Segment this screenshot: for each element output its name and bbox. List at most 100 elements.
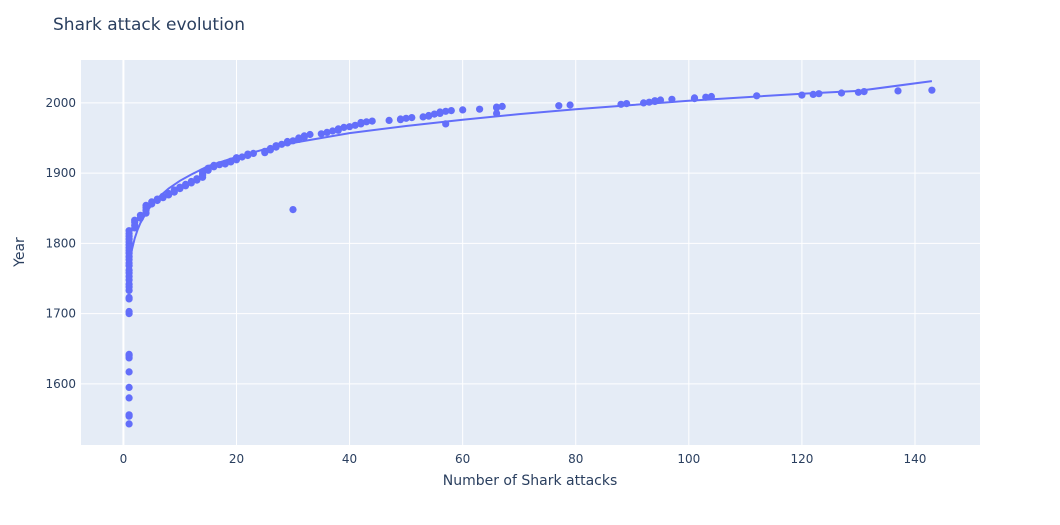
scatter-point	[425, 111, 433, 120]
scatter-point	[498, 102, 506, 110]
scatter-point	[182, 180, 190, 188]
scatter-point	[142, 201, 150, 209]
scatter-point	[837, 89, 846, 97]
x-tick-label: 140	[904, 452, 927, 466]
scatter-point	[476, 105, 484, 113]
scatter-point	[136, 211, 144, 219]
y-tick-label: 1800	[45, 236, 76, 250]
y-axis-label: Year	[12, 237, 28, 268]
scatter-point	[289, 137, 297, 145]
scatter-point	[227, 157, 235, 165]
x-tick-label: 120	[790, 452, 813, 466]
scatter-point	[125, 420, 133, 428]
scatter-points	[125, 86, 936, 428]
scatter-point	[170, 186, 178, 194]
scatter-point	[645, 98, 653, 106]
scatter-point	[249, 149, 257, 157]
scatter-point	[690, 94, 699, 102]
scatter-point	[283, 137, 291, 146]
scatter-point	[928, 86, 936, 94]
scatter-point	[419, 113, 427, 121]
scatter-point	[204, 164, 212, 172]
x-tick-label: 100	[677, 452, 700, 466]
x-tick-label: 60	[455, 452, 470, 466]
x-tick-label: 80	[568, 452, 583, 466]
scatter-point	[402, 114, 410, 122]
scatter-point	[566, 101, 574, 109]
scatter-point	[125, 411, 133, 419]
scatter-point	[125, 383, 133, 391]
scatter-point	[753, 92, 761, 100]
scatter-point	[447, 107, 455, 115]
scatter-point	[187, 177, 195, 186]
scatter-point	[272, 142, 280, 150]
scatter-point	[442, 107, 450, 115]
scatter-point	[436, 108, 444, 116]
scatter-point	[368, 117, 376, 125]
scatter-point	[430, 110, 438, 118]
scatter-point	[317, 130, 325, 138]
scatter-point	[668, 95, 676, 103]
scatter-point	[351, 121, 359, 129]
scatter-point	[334, 125, 342, 133]
y-tick-label: 1600	[45, 377, 76, 391]
plot-area	[81, 60, 980, 445]
scatter-point	[442, 120, 450, 128]
scatter-point	[815, 90, 823, 98]
y-tick-label: 2000	[45, 96, 76, 110]
y-tick-label: 1900	[45, 166, 76, 180]
scatter-point	[623, 100, 631, 108]
scatter-point	[300, 132, 308, 140]
scatter-point	[278, 140, 286, 148]
scatter-point	[289, 206, 297, 214]
y-tick-labels: 1600 1700 1800 1900 2000	[45, 96, 76, 391]
scatter-point	[125, 394, 133, 402]
scatter-point	[385, 116, 393, 124]
scatter-point	[261, 147, 269, 155]
scatter-point	[493, 109, 501, 117]
scatter-point	[809, 90, 817, 98]
scatter-point	[266, 144, 274, 153]
scatter-point	[340, 123, 348, 131]
scatter-point	[459, 106, 467, 114]
scatter-point	[125, 307, 133, 316]
scatter-point	[125, 368, 133, 376]
x-axis-label: Number of Shark attacks	[443, 473, 618, 489]
x-tick-labels: 0 20 40 60 80 100 120 140	[120, 452, 927, 466]
scatter-point	[125, 227, 133, 235]
scatter-point	[656, 96, 665, 104]
scatter-point	[854, 88, 863, 96]
scatter-point	[894, 87, 902, 95]
scatter-point	[493, 103, 501, 111]
chart-title: Shark attack evolution	[53, 15, 245, 35]
scatter-point	[408, 114, 416, 122]
scatter-point	[707, 92, 716, 101]
scatter-point	[176, 183, 184, 191]
scatter-point	[798, 91, 806, 99]
scatter-point	[362, 118, 371, 126]
scatter-point	[125, 350, 133, 358]
scatter-point	[295, 134, 303, 142]
scatter-point	[159, 192, 167, 200]
scatter-point	[617, 100, 625, 108]
scatter-point	[555, 102, 563, 110]
scatter-point	[702, 93, 710, 101]
scatter-point	[148, 198, 156, 206]
scatter-point	[329, 127, 337, 135]
scatter-point	[323, 128, 331, 136]
x-tick-label: 40	[342, 452, 357, 466]
scatter-point	[153, 195, 161, 203]
scatter-point	[346, 123, 354, 131]
scatter-point	[232, 154, 241, 162]
scatter-point	[396, 115, 405, 123]
scatter-point	[860, 88, 868, 96]
y-tick-label: 1700	[45, 307, 76, 321]
scatter-point	[306, 130, 314, 139]
y-gridlines	[81, 102, 980, 385]
scatter-point	[125, 293, 133, 302]
scatter-point	[215, 161, 224, 169]
scatter-point	[210, 161, 218, 169]
scatter-point	[640, 99, 648, 107]
x-tick-label: 20	[229, 452, 244, 466]
